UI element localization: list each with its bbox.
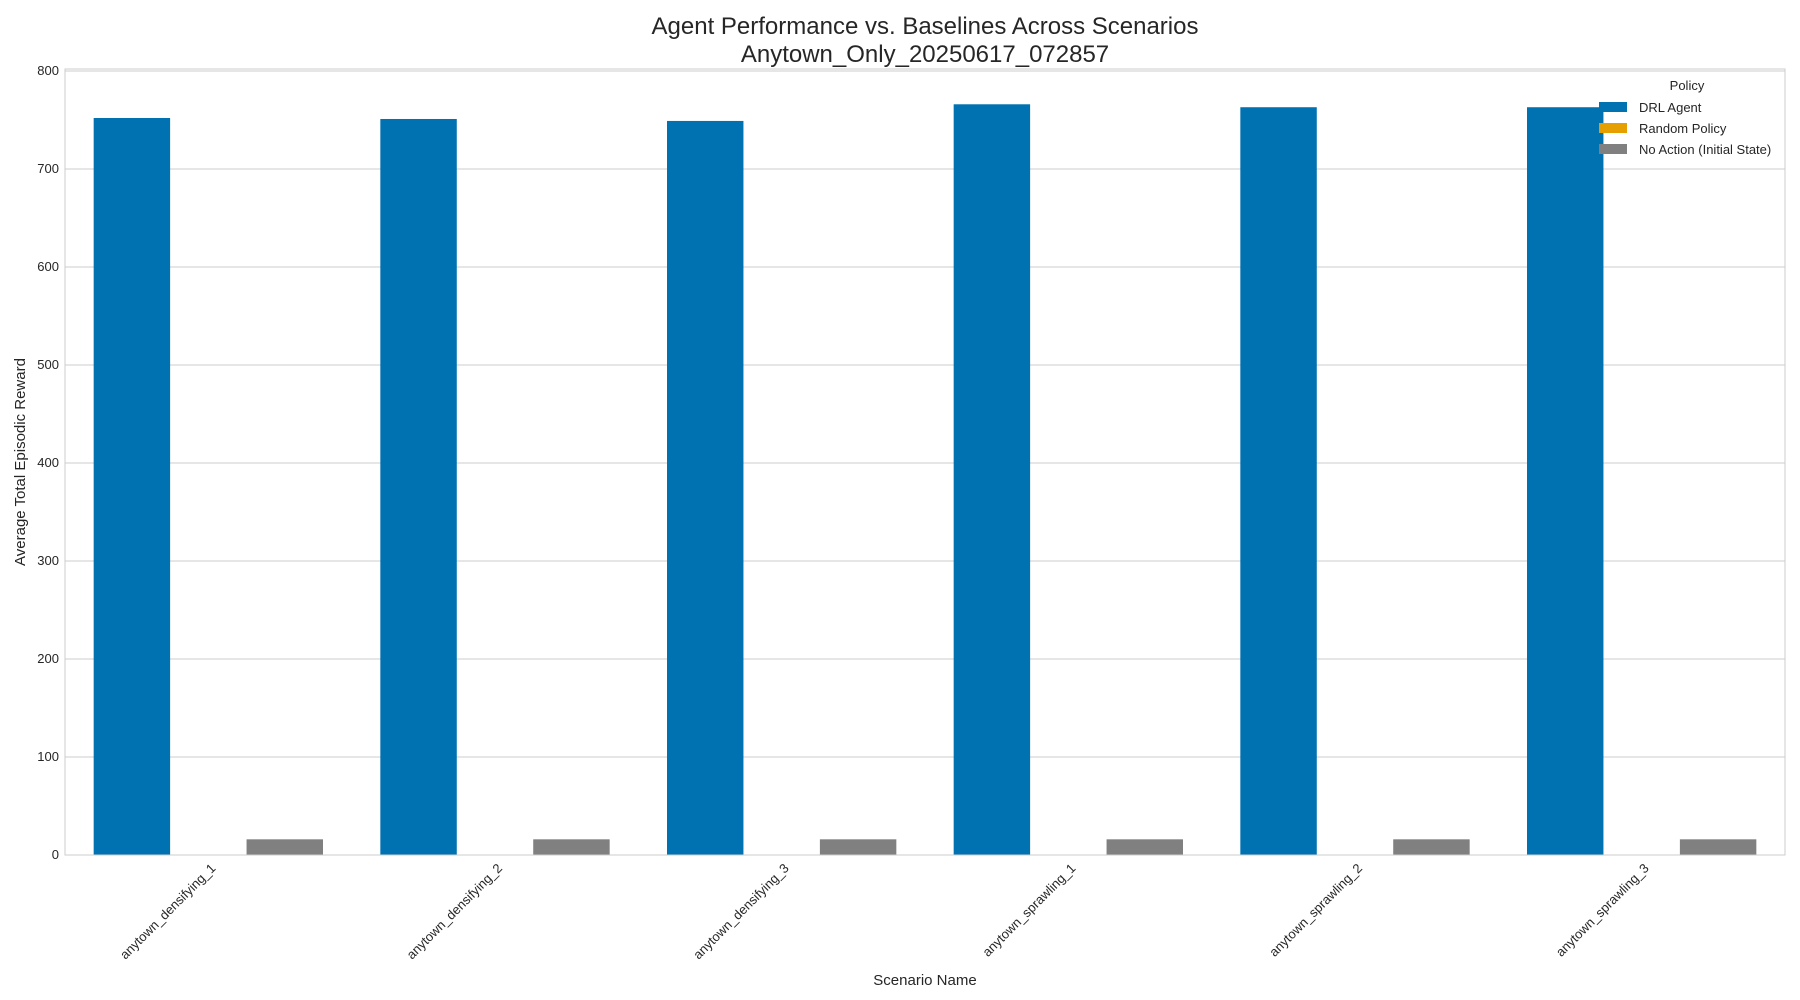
x-tick-label: anytown_sprawling_3 <box>1553 861 1652 960</box>
bar <box>1240 107 1317 856</box>
chart-subtitle: Anytown_Only_20250617_072857 <box>741 41 1109 68</box>
plot-frame <box>64 68 1786 856</box>
legend-swatch <box>1599 144 1627 154</box>
legend-entry: No Action (Initial State) <box>1639 142 1771 157</box>
bar <box>667 120 744 856</box>
bars <box>93 104 1757 856</box>
bar <box>1679 839 1757 855</box>
bar <box>953 104 1031 855</box>
y-tick-label: 400 <box>37 455 59 470</box>
x-axis-label: Scenario Name <box>873 972 976 989</box>
bar <box>1527 107 1604 856</box>
y-tick-label: 300 <box>37 553 59 568</box>
legend-entry: Random Policy <box>1639 121 1727 136</box>
bar <box>1393 839 1470 855</box>
bar <box>93 118 171 855</box>
bar <box>1106 839 1183 855</box>
legend: Policy DRL Agent Random Policy No Action (… <box>1599 78 1771 157</box>
legend-swatch <box>1599 123 1627 133</box>
grid-lines <box>65 70 1785 856</box>
x-tick-label: anytown_densifying_3 <box>690 861 792 963</box>
x-tick-labels: anytown_densifying_1 anytown_densifying_2… <box>117 861 1652 963</box>
x-tick-label: anytown_densifying_2 <box>404 861 506 963</box>
y-tick-label: 600 <box>37 259 59 274</box>
x-tick-label: anytown_sprawling_2 <box>1266 861 1365 960</box>
y-axis-label: Average Total Episodic Reward <box>12 358 29 566</box>
bar <box>380 118 457 855</box>
chart-title: Agent Performance vs. Baselines Across S… <box>652 13 1199 40</box>
y-tick-label: 200 <box>37 651 59 666</box>
y-tick-label: 0 <box>52 847 59 862</box>
legend-swatch <box>1599 102 1627 112</box>
bar <box>533 839 610 855</box>
bar <box>246 839 323 855</box>
y-tick-label: 700 <box>37 161 59 176</box>
x-tick-label: anytown_sprawling_1 <box>979 861 1078 960</box>
legend-entry: DRL Agent <box>1639 100 1702 115</box>
y-tick-labels: 0 100 200 300 400 500 600 700 800 <box>37 63 59 862</box>
y-tick-label: 800 <box>37 63 59 78</box>
y-tick-label: 500 <box>37 357 59 372</box>
x-tick-label: anytown_densifying_1 <box>117 861 219 963</box>
y-tick-label: 100 <box>37 749 59 764</box>
bar <box>819 839 897 855</box>
legend-title: Policy <box>1670 78 1705 93</box>
